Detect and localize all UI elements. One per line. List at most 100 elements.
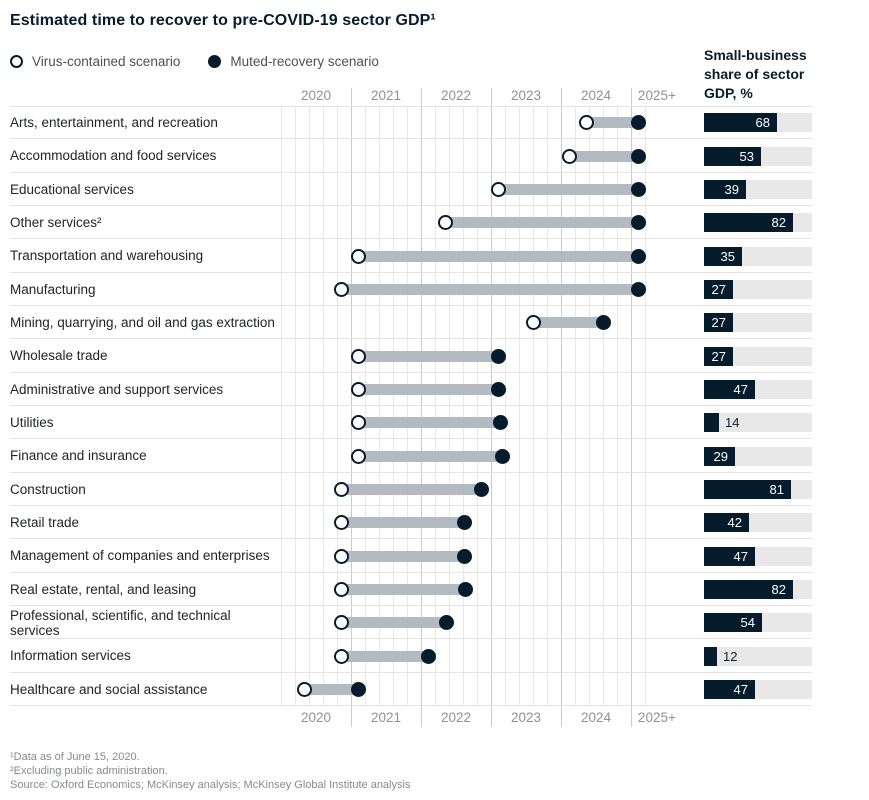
sector-row: Professional, scientific, and technical …	[0, 606, 869, 640]
row-separator	[10, 171, 812, 173]
legend-label-muted-recovery: Muted-recovery scenario	[230, 54, 379, 69]
virus-contained-dot	[491, 181, 507, 197]
sector-label: Administrative and support services	[10, 381, 224, 397]
share-bar-track: 39	[704, 179, 812, 199]
axis-tick-label: 2023	[510, 88, 542, 103]
share-bar-track: 47	[704, 546, 812, 566]
recovery-range-bar	[358, 417, 501, 429]
muted-recovery-dot	[491, 381, 507, 397]
sector-label: Arts, entertainment, and recreation	[10, 115, 218, 131]
share-bar-fill	[704, 113, 777, 133]
axis-tick-label: 2024	[580, 710, 612, 725]
muted-recovery-dot	[456, 548, 472, 564]
virus-contained-dot	[438, 215, 453, 231]
sector-row: Manufacturing 27	[0, 273, 869, 306]
axis-tick-label: 2020	[300, 710, 332, 725]
virus-contained-dot	[333, 615, 349, 631]
share-bar-fill	[704, 613, 762, 633]
sector-label: Construction	[10, 481, 86, 497]
row-separator	[10, 404, 812, 406]
share-value: 47	[733, 381, 748, 397]
sector-row: Finance and insurance 29	[0, 439, 869, 473]
sector-row: Administrative and support services 47	[0, 373, 869, 406]
footnote-2: ²Excluding public administration.	[10, 765, 168, 777]
sector-label: Retail trade	[10, 515, 80, 531]
sector-row: Management of companies and enterprises 4…	[0, 539, 869, 573]
share-bar-fill	[704, 646, 717, 666]
virus-contained-dot	[526, 315, 542, 331]
legend-label-virus-contained: Virus-contained scenario	[32, 54, 181, 69]
recovery-range-bar	[341, 650, 428, 662]
share-value: 47	[733, 548, 748, 564]
row-separator	[10, 138, 812, 140]
row-separator	[10, 471, 812, 473]
row-separator	[10, 671, 812, 673]
share-value: 82	[771, 581, 786, 597]
muted-recovery-dot	[595, 315, 611, 331]
muted-recovery-dot	[350, 681, 366, 697]
sector-row: Accommodation and food services 53	[0, 139, 869, 173]
muted-recovery-dot	[631, 215, 647, 231]
muted-recovery-dot	[473, 481, 489, 497]
share-bar-track: 27	[704, 279, 812, 299]
muted-recovery-dot	[492, 415, 508, 431]
share-value: 27	[711, 281, 726, 297]
share-bar-fill	[704, 413, 719, 433]
sector-row: Educational services 39	[0, 173, 869, 206]
recovery-range-bar	[533, 317, 603, 329]
share-value: 35	[720, 248, 735, 264]
row-separator	[10, 571, 812, 573]
rows: Arts, entertainment, and recreation 68 Acc…	[0, 106, 869, 706]
share-bar-fill	[704, 446, 735, 466]
sector-row: Mining, quarrying, and oil and gas extra…	[0, 306, 869, 340]
recovery-range-bar	[358, 250, 639, 262]
virus-contained-dot	[350, 415, 366, 431]
sector-row: Transportation and warehousing 35	[0, 239, 869, 273]
recovery-range-bar	[341, 583, 466, 595]
share-bar-track: 68	[704, 113, 812, 133]
axis-tick-label: 2022	[440, 710, 472, 725]
share-bar-track: 82	[704, 579, 812, 599]
share-bar-fill	[704, 513, 749, 533]
sector-row: Retail trade 42	[0, 506, 869, 540]
share-bar-fill	[704, 379, 755, 399]
recovery-range-bar	[341, 483, 482, 495]
virus-contained-dot	[333, 548, 349, 564]
sector-row: Utilities 14	[0, 406, 869, 440]
share-bar-track: 82	[704, 213, 812, 233]
virus-contained-dot	[334, 648, 350, 664]
row-separator	[10, 304, 812, 306]
share-bar-track: 54	[704, 613, 812, 633]
share-bar-fill	[704, 179, 746, 199]
sector-label: Healthcare and social assistance	[10, 681, 208, 697]
row-separator	[10, 438, 812, 440]
share-value: 68	[755, 115, 770, 131]
recovery-range-bar	[586, 117, 639, 129]
recovery-range-bar	[304, 683, 358, 695]
plot-top-rule	[10, 106, 812, 107]
row-separator	[10, 204, 812, 206]
legend-item-virus-contained: Virus-contained scenario	[10, 54, 180, 69]
axis-tick-label: 2021	[370, 710, 402, 725]
share-value: 82	[771, 215, 786, 231]
sector-row: Wholesale trade 27	[0, 339, 869, 373]
virus-contained-dot	[297, 681, 313, 697]
share-value: 39	[724, 181, 739, 197]
muted-recovery-dot	[631, 181, 647, 197]
share-value: 47	[733, 681, 748, 697]
sector-label: Finance and insurance	[10, 448, 147, 464]
recovery-range-bar	[341, 283, 639, 295]
share-value: 29	[713, 448, 728, 464]
recovery-range-bar	[358, 350, 499, 362]
share-bar-fill	[704, 346, 733, 366]
virus-contained-dot	[579, 115, 595, 131]
row-separator	[10, 538, 812, 540]
virus-contained-dot	[333, 581, 349, 597]
virus-contained-dot	[350, 381, 366, 397]
recovery-range-bar	[341, 617, 447, 629]
virus-contained-dot	[350, 248, 366, 264]
share-value: 27	[711, 348, 726, 364]
share-bar-track: 29	[704, 446, 812, 466]
row-separator	[10, 338, 812, 340]
sector-row: Information services 12	[0, 639, 869, 673]
